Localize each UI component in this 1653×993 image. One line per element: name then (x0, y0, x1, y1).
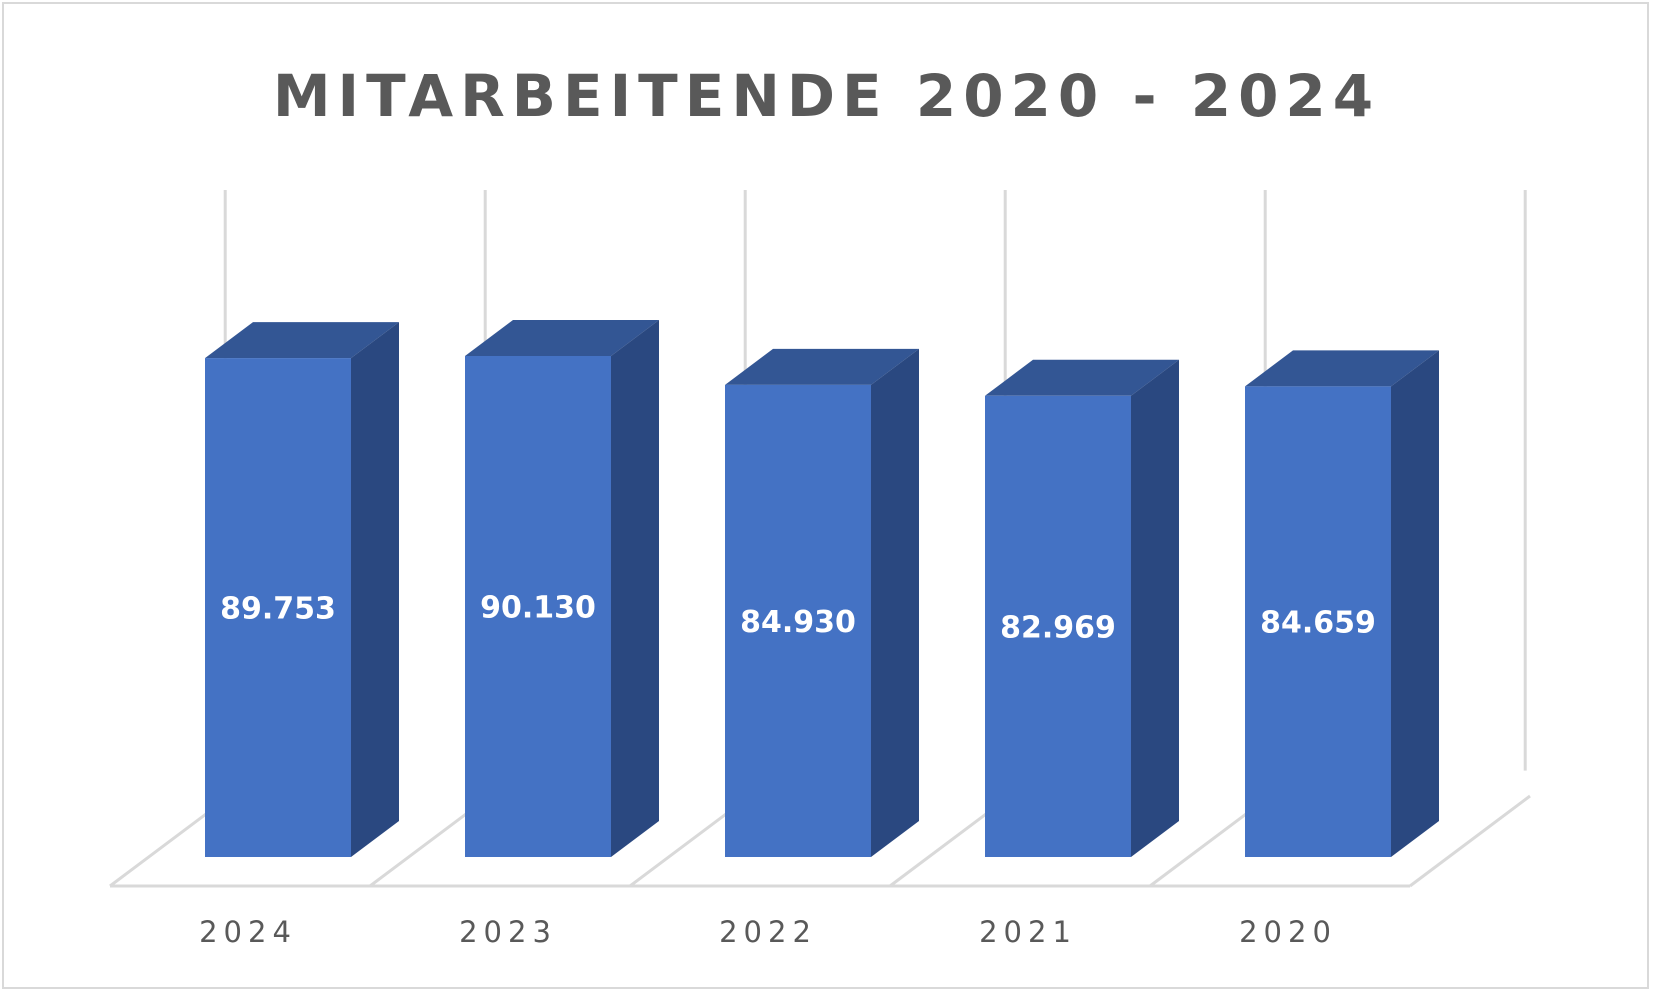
data-label: 84.930 (740, 605, 856, 640)
floor-right-edge (1409, 794, 1531, 888)
label-layer: 89.753 2024 90.130 2023 84.930 2022 82.969 2021… (199, 591, 1376, 950)
bar-top-face (985, 359, 1179, 396)
bar (205, 358, 351, 857)
bar-side-face (611, 320, 659, 857)
floor-divider (889, 809, 992, 888)
bar-top-face (1245, 350, 1439, 387)
bar (725, 384, 871, 857)
x-tick-label: 2023 (459, 915, 557, 949)
floor-divider (1149, 809, 1252, 888)
bar-layer (205, 320, 1439, 858)
data-label: 82.969 (1000, 610, 1116, 645)
floor-divider (109, 809, 212, 888)
data-label: 90.130 (480, 591, 596, 626)
x-tick-label: 2022 (719, 915, 817, 949)
bar-top-face (205, 322, 399, 359)
bar (985, 395, 1131, 857)
bar-top-face (725, 348, 919, 385)
bar (1245, 386, 1391, 857)
chart-title: MITARBEITENDE 2020 - 2024 (272, 62, 1381, 130)
data-label: 89.753 (220, 592, 336, 627)
bar-top-face (465, 320, 659, 356)
data-label: 84.659 (1260, 606, 1376, 641)
x-tick-label: 2020 (1239, 915, 1337, 949)
x-tick-label: 2024 (199, 915, 297, 949)
x-tick-label: 2021 (979, 915, 1077, 949)
bar (465, 356, 611, 857)
bar-side-face (871, 348, 919, 857)
floor-divider (629, 809, 732, 888)
bar-side-face (351, 322, 399, 858)
floor-divider (369, 809, 472, 888)
bar-side-face (1391, 350, 1439, 857)
bar-side-face (1131, 359, 1179, 857)
